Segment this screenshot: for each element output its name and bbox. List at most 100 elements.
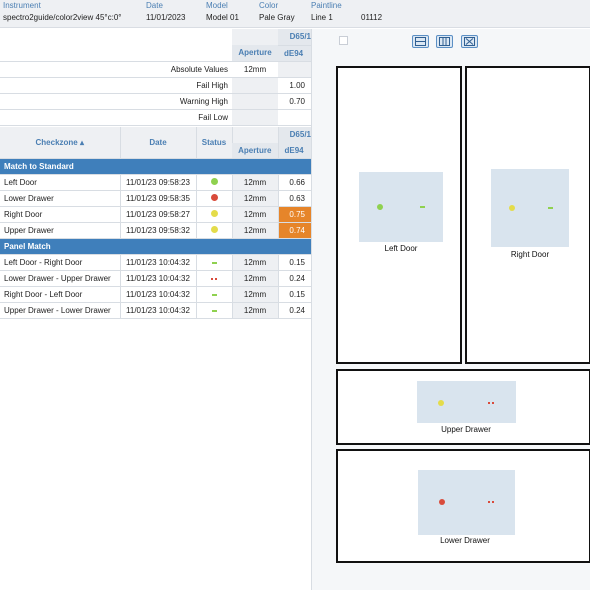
right-door-match-dash [548, 207, 553, 209]
upper-drawer-swatch [417, 381, 516, 423]
model-value: Model 01 [206, 13, 239, 22]
lower-drawer-view[interactable]: Lower Drawer [336, 449, 590, 563]
de94-value: 0.24 [277, 270, 311, 287]
tolerance-value[interactable] [278, 109, 311, 126]
date-field: Date 11/01/2023 [146, 1, 185, 24]
upper-drawer-status-dot [438, 400, 444, 406]
instrument-field: Instrument spectro2guide/color2view 45°c… [3, 1, 121, 24]
date-label: Date [146, 1, 163, 10]
checkzone-name: Lower Drawer - Upper Drawer [0, 270, 120, 287]
lower-drawer-label: Lower Drawer [440, 536, 490, 545]
section-title: Panel Match [0, 238, 311, 255]
table-row[interactable]: Lower Drawer 11/01/23 09:58:35 12mm 0.63 [0, 190, 311, 207]
column-header-checkzone[interactable]: Checkzone ▴ [0, 126, 120, 159]
table-row[interactable]: Lower Drawer - Upper Drawer 11/01/23 10:0… [0, 270, 311, 287]
left-door-view[interactable]: Left Door [336, 66, 462, 364]
table-row[interactable]: Upper Drawer - Lower Drawer 11/01/23 10:0… [0, 302, 311, 319]
tolerance-aperture [232, 77, 278, 94]
status-dash-icon [211, 261, 217, 264]
de94-value: 0.75 [277, 206, 311, 223]
aperture-header[interactable]: Aperture [232, 45, 278, 62]
panel-viewer: Left Door Right Door Upper Drawer Lower … [311, 29, 590, 590]
table-row[interactable]: Upper Drawer 11/01/23 09:58:32 12mm 0.74 [0, 222, 311, 239]
instrument-value: spectro2guide/color2view 45°c:0° [3, 13, 122, 22]
aperture-cell: 12mm [231, 270, 278, 287]
aperture-cell: 12mm [231, 222, 278, 239]
paintline-field: Paintline Line 1 [311, 1, 342, 24]
right-door-status-dot [509, 205, 515, 211]
upper-drawer-view[interactable]: Upper Drawer [336, 369, 590, 445]
section-header: Match to Standard [0, 158, 311, 175]
color-label: Color [259, 1, 279, 10]
checkzone-name: Upper Drawer [0, 222, 120, 239]
column-header-de94[interactable]: dE94 [277, 142, 311, 159]
tolerance-aperture: 12mm [232, 61, 278, 78]
checkzone-name: Right Door - Left Door [0, 286, 120, 303]
tolerance-label: Fail Low [0, 109, 232, 126]
table-row[interactable]: Right Door 11/01/23 09:58:27 12mm 0.75 [0, 206, 311, 223]
de-header[interactable]: dE94 [278, 45, 311, 62]
aperture-cell: 12mm [231, 174, 278, 191]
single-view-icon[interactable] [412, 35, 429, 48]
left-door-match-dash [420, 206, 425, 208]
de94-value: 0.15 [277, 254, 311, 271]
table-row[interactable]: Left Door - Right Door 11/01/23 10:04:32 1… [0, 254, 311, 271]
column-header-status[interactable]: Status [195, 126, 232, 159]
color-field: Color Pale Gray [259, 1, 295, 24]
lower-drawer-status-dot [439, 499, 445, 505]
aperture-cell: 12mm [231, 190, 278, 207]
tolerance-grid: D65/1 Aperture dE94 Absolute Values 12mm… [0, 29, 311, 126]
tolerance-value[interactable]: 1.00 [278, 77, 311, 94]
aperture-cell: 12mm [231, 302, 278, 319]
column-header-aperture[interactable]: Aperture [232, 142, 278, 159]
viewer-checkbox[interactable] [339, 36, 348, 45]
aperture-cell: 12mm [231, 254, 278, 271]
right-door-view[interactable]: Right Door [465, 66, 590, 364]
status-dash-icon [211, 293, 217, 296]
status-cell [195, 206, 232, 223]
de94-value: 0.63 [277, 190, 311, 207]
color-value: Pale Gray [259, 13, 295, 22]
info-header: Instrument spectro2guide/color2view 45°c… [0, 0, 590, 28]
status-dot-icon [210, 226, 218, 233]
table-row[interactable]: Left Door 11/01/23 09:58:23 12mm 0.66 [0, 174, 311, 191]
tolerance-label: Fail High [0, 77, 232, 94]
tolerance-label: Absolute Values [0, 61, 232, 78]
de94-value: 0.15 [277, 286, 311, 303]
tolerance-value [278, 61, 311, 78]
measure-date: 11/01/23 09:58:32 [119, 222, 196, 239]
table-row[interactable]: Right Door - Left Door 11/01/23 10:04:32 1… [0, 286, 311, 303]
measure-date: 11/01/23 09:58:35 [119, 190, 196, 207]
model-field: Model Model 01 [206, 1, 239, 24]
right-door-label: Right Door [510, 250, 550, 259]
tolerance-value[interactable]: 0.70 [278, 93, 311, 110]
status-dash-icon [211, 277, 217, 280]
checkzone-name: Upper Drawer - Lower Drawer [0, 302, 120, 319]
tolerance-aperture [232, 109, 278, 126]
illuminant-header: D65/1 [278, 29, 311, 46]
left-door-status-dot [377, 204, 383, 210]
status-dash-icon [211, 309, 217, 312]
measure-date: 11/01/23 10:04:32 [119, 286, 196, 303]
lower-drawer-swatch [418, 470, 515, 535]
split-view-icon[interactable] [436, 35, 453, 48]
status-dot-icon [210, 178, 218, 185]
status-cell [195, 190, 232, 207]
tolerance-row: Fail Low [0, 109, 311, 126]
measure-date: 11/01/23 09:58:23 [119, 174, 196, 191]
tolerance-row: Absolute Values 12mm [0, 61, 311, 78]
measure-date: 11/01/23 10:04:32 [119, 302, 196, 319]
de94-value: 0.24 [277, 302, 311, 319]
status-dot-icon [210, 194, 218, 201]
tolerance-row: Fail High 1.00 [0, 77, 311, 94]
de94-value: 0.74 [277, 222, 311, 239]
column-header-date[interactable]: Date [119, 126, 196, 159]
paintline-label: Paintline [311, 1, 342, 10]
close-view-icon[interactable] [461, 35, 478, 48]
results-pane: D65/1 Aperture dE94 Absolute Values 12mm… [0, 29, 311, 590]
checkzone-name: Left Door - Right Door [0, 254, 120, 271]
batch-number: 01112 [361, 13, 383, 22]
checkzone-table: Checkzone ▴ Date Status D65/1 Aperture d… [0, 126, 311, 319]
measure-date: 11/01/23 10:04:32 [119, 270, 196, 287]
measure-date: 11/01/23 10:04:32 [119, 254, 196, 271]
